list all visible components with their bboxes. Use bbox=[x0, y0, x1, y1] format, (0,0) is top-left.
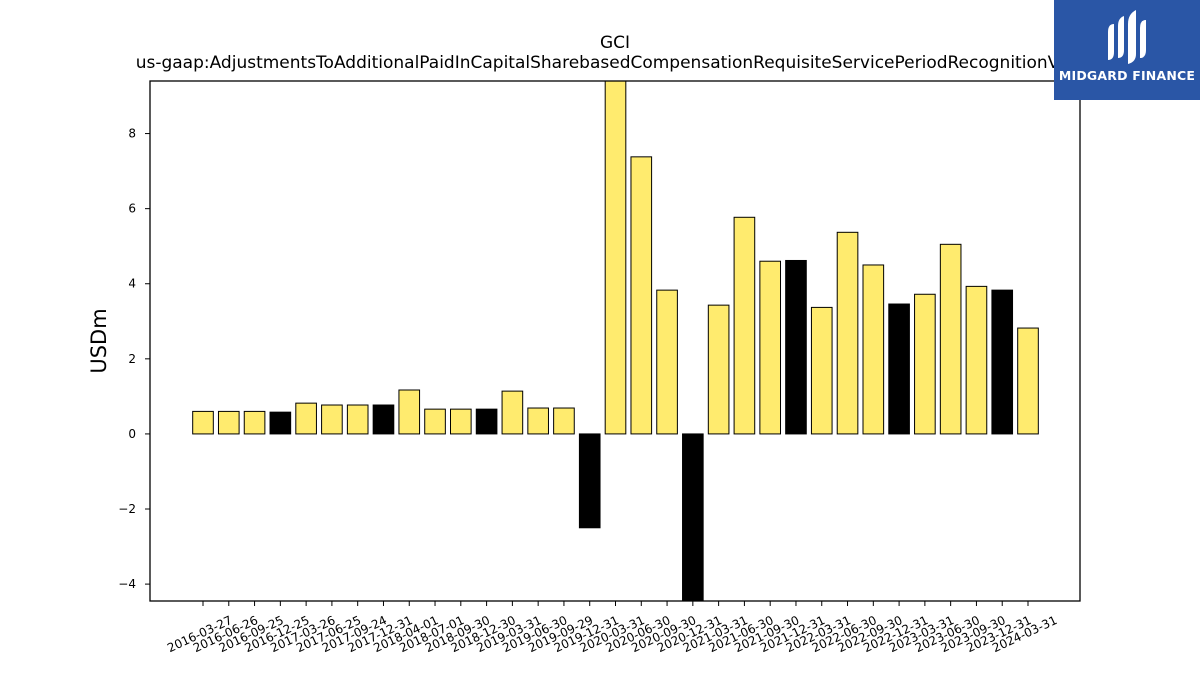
y-tick-label: 2 bbox=[128, 352, 136, 366]
bar-2021-06-30 bbox=[733, 216, 756, 435]
bar-2016-03-27 bbox=[192, 410, 214, 435]
bar-2023-12-31 bbox=[991, 289, 1014, 435]
bar-2018-09-30 bbox=[450, 408, 472, 435]
chart-title: GCI bbox=[600, 33, 630, 53]
bars-group bbox=[192, 80, 1039, 602]
logo-text: MIDGARD FINANCE bbox=[1058, 68, 1196, 83]
y-tick-label: −4 bbox=[118, 577, 136, 591]
bar-2016-12-25 bbox=[269, 411, 292, 435]
bar-2021-03-31 bbox=[707, 304, 730, 435]
bar-2019-03-31 bbox=[501, 390, 524, 435]
bar-2023-06-30 bbox=[939, 243, 962, 435]
bar-2019-12-31 bbox=[578, 433, 601, 529]
y-axis-label: USDm bbox=[87, 308, 111, 373]
x-axis: 2016-03-272016-06-262016-09-252016-12-25… bbox=[165, 601, 1059, 655]
bar-2020-03-31 bbox=[604, 80, 627, 435]
y-tick-label: 4 bbox=[128, 277, 136, 291]
bar-2021-09-30 bbox=[759, 260, 782, 435]
midgard-finance-logo: MIDGARD FINANCE bbox=[1054, 0, 1200, 100]
bar-2016-09-25 bbox=[243, 410, 266, 435]
bar-2023-09-30 bbox=[965, 285, 988, 435]
bar-2022-03-31 bbox=[810, 306, 833, 435]
bar-2020-06-30 bbox=[630, 156, 653, 435]
bar-2018-12-30 bbox=[475, 408, 498, 435]
y-tick-label: 8 bbox=[128, 127, 136, 141]
bar-2016-06-26 bbox=[217, 410, 240, 435]
bar-2017-09-24 bbox=[346, 404, 369, 435]
bar-2021-12-31 bbox=[785, 259, 807, 435]
y-axis: −4 −2 0 2 4 6 8 bbox=[118, 127, 150, 591]
bar-2020-09-30 bbox=[656, 289, 678, 435]
bar-2020-12-31 bbox=[682, 433, 704, 602]
midgard-logo-icon bbox=[1108, 10, 1146, 64]
y-tick-label: 0 bbox=[128, 427, 136, 441]
bar-2019-09-29 bbox=[553, 407, 575, 435]
bar-2019-06-30 bbox=[527, 407, 549, 435]
bar-2023-03-31 bbox=[914, 293, 936, 435]
y-tick-label: 6 bbox=[128, 202, 136, 216]
y-tick-label: −2 bbox=[118, 502, 136, 516]
chart-subtitle: us-gaap:AdjustmentsToAdditionalPaidInCap… bbox=[136, 53, 1095, 73]
bar-2018-04-01 bbox=[398, 389, 421, 435]
bar-2022-06-30 bbox=[836, 231, 859, 435]
bar-2018-07-01 bbox=[424, 408, 446, 435]
bar-2017-03-26 bbox=[295, 402, 317, 435]
bar-2017-12-31 bbox=[372, 404, 395, 435]
bar-2017-06-25 bbox=[321, 404, 343, 435]
bar-2022-09-30 bbox=[862, 264, 885, 435]
bar-2024-03-31 bbox=[1017, 327, 1039, 435]
bar-2022-12-31 bbox=[888, 303, 910, 435]
